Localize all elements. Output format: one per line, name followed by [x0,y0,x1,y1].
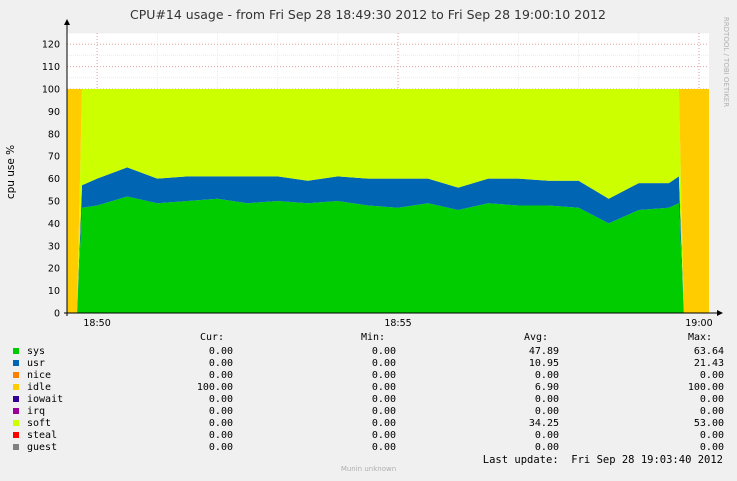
legend-value-max: 63.64 [693,346,724,357]
chart-title: CPU#14 usage - from Fri Sep 28 18:49:30 … [130,7,606,22]
y-tick-label: 20 [48,264,60,275]
legend-table: Cur: Min: Avg: Max: sys 0.00 0.00 47.89 63.6… [0,330,737,453]
legend-value-cur: 0.00 [208,358,233,369]
legend-value-min: 0.00 [371,394,396,405]
legend-value-min: 0.00 [371,358,396,369]
legend-row-guest: guest 0.00 0.00 0.00 0.00 [0,442,737,454]
y-axis-label: cpu use % [5,145,17,199]
legend-value-max: 53.00 [693,418,724,429]
legend-header-min: Min: [361,332,386,343]
y-tick-label: 120 [42,40,60,51]
legend-value-max: 21.43 [693,358,724,369]
x-tick-label: 19:00 [685,318,712,329]
legend-header-max: Max: [688,332,713,343]
legend-label: iowait [27,394,64,405]
legend-row-irq: irq 0.00 0.00 0.00 0.00 [0,406,737,418]
legend-swatch [13,444,19,450]
x-axis-arrow [717,310,723,316]
legend-value-avg: 34.25 [528,418,559,429]
legend-value-max: 0.00 [699,406,724,417]
legend-value-min: 0.00 [371,346,396,357]
y-tick-label: 40 [48,219,60,230]
legend-label: steal [27,430,58,441]
legend-value-cur: 0.00 [208,406,233,417]
x-tick-label: 18:50 [83,318,110,329]
legend-value-max: 0.00 [699,370,724,381]
legend-value-avg: 0.00 [534,370,559,381]
legend-row-sys: sys 0.00 0.00 47.89 63.64 [0,346,737,358]
legend-label: irq [27,406,46,417]
legend-swatch [13,372,19,378]
legend-value-avg: 0.00 [534,442,559,453]
last-update: Last update: Fri Sep 28 19:03:40 2012 [482,454,723,466]
y-tick-label: 80 [48,129,60,140]
legend-value-avg: 0.00 [534,430,559,441]
legend-value-cur: 0.00 [208,418,233,429]
legend-swatch [13,360,19,366]
legend-value-avg: 0.00 [534,394,559,405]
legend-value-min: 0.00 [371,382,396,393]
legend-value-cur: 0.00 [208,346,233,357]
legend-label: soft [27,418,52,429]
y-tick-labels: 0 10 20 30 40 50 60 70 80 90 100 110 120 [42,40,60,320]
legend-value-min: 0.00 [371,406,396,417]
y-tick-label: 30 [48,241,60,252]
legend-header-cur: Cur: [200,332,225,343]
legend-row-iowait: iowait 0.00 0.00 0.00 0.00 [0,394,737,406]
legend-value-avg: 0.00 [534,406,559,417]
y-tick-label: 60 [48,174,60,185]
x-tick-label: 18:55 [384,318,411,329]
legend-value-max: 0.00 [699,394,724,405]
area-soft [67,89,709,313]
rrdtool-watermark: RRDTOOL / TOBI OETIKER [722,17,730,107]
y-axis-arrow [64,19,70,25]
y-tick-label: 50 [48,197,60,208]
axes [64,19,723,316]
legend-value-cur: 0.00 [208,430,233,441]
legend-row-nice: nice 0.00 0.00 0.00 0.00 [0,370,737,382]
x-tick-labels: 18:50 18:55 19:00 [83,318,712,329]
legend-swatch [13,408,19,414]
legend-label: idle [27,382,52,393]
legend-value-avg: 6.90 [534,382,559,393]
legend-value-min: 0.00 [371,370,396,381]
legend-swatch [13,396,19,402]
y-tick-label: 10 [48,286,60,297]
legend-label: usr [27,358,46,369]
legend-row-usr: usr 0.00 0.00 10.95 21.43 [0,358,737,370]
y-tick-label: 70 [48,152,60,163]
legend-swatch [13,432,19,438]
legend-label: nice [27,370,52,381]
y-tick-label: 90 [48,107,60,118]
legend-value-avg: 10.95 [528,358,559,369]
legend-value-avg: 47.89 [528,346,559,357]
legend-label: guest [27,442,58,453]
cpu-usage-chart: CPU#14 usage - from Fri Sep 28 18:49:30 … [5,7,730,329]
legend-value-cur: 0.00 [208,370,233,381]
legend-value-min: 0.00 [371,430,396,441]
y-tick-label: 0 [54,309,60,320]
legend-header-avg: Avg: [524,332,549,343]
legend-value-cur: 0.00 [208,442,233,453]
legend-value-cur: 100.00 [196,382,233,393]
area-sys [67,196,709,313]
legend-row-idle: idle 100.00 0.00 6.90 100.00 [0,382,737,394]
legend-swatch [13,384,19,390]
y-tick-label: 110 [42,62,60,73]
legend-swatch [13,348,19,354]
legend-row-steal: steal 0.00 0.00 0.00 0.00 [0,430,737,442]
y-tick-label: 100 [42,85,60,96]
stacked-areas [67,89,709,313]
area-usr [67,167,709,313]
munin-footer: Munin unknown [340,465,397,473]
legend-swatch [13,420,19,426]
legend-label: sys [27,346,46,357]
legend-value-max: 100.00 [687,382,724,393]
legend-value-min: 0.00 [371,442,396,453]
legend-value-cur: 0.00 [208,394,233,405]
legend-row-soft: soft 0.00 0.00 34.25 53.00 [0,418,737,430]
legend-value-min: 0.00 [371,418,396,429]
legend-value-max: 0.00 [699,442,724,453]
legend-value-max: 0.00 [699,430,724,441]
